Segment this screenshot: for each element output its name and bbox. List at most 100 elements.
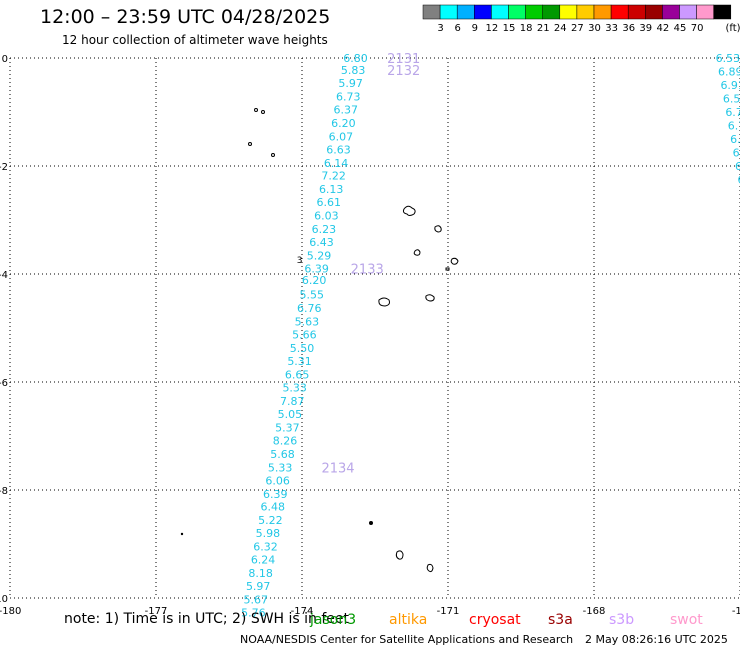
island-dot	[180, 532, 184, 536]
wave-height-label: 6.23	[312, 223, 337, 236]
wave-height-label: 5.33	[268, 461, 293, 474]
footer-agency: NOAA/NESDIS Center for Satellite Applica…	[240, 633, 574, 646]
wave-height-label: 5.55	[299, 289, 324, 302]
y-tick-label: -4	[0, 270, 8, 281]
colorbar: 3 6 9 12 15 18 21 24 27 30 33 36 39 42 45 70 (ft)	[422, 4, 740, 34]
wave-height-label: 6.63	[326, 143, 351, 156]
colorbar-swatch	[679, 4, 697, 20]
wave-height-label: 5.37	[275, 421, 300, 434]
colorbar-label: 21	[537, 23, 550, 34]
island-outline	[248, 108, 459, 573]
satellite-legend-item: s3a	[548, 612, 573, 628]
colorbar-swatch	[474, 4, 492, 20]
satellite-legend-item: s3b	[609, 612, 635, 628]
wave-height-label: 6.76	[297, 302, 322, 315]
colorbar-swatch	[559, 4, 578, 20]
colorbar-swatch	[439, 4, 458, 20]
wave-height-label: 5.76	[241, 607, 266, 620]
pass-number-label: 2133	[351, 263, 384, 278]
wave-height-label: 6.03	[314, 210, 339, 223]
colorbar-swatch	[713, 4, 732, 20]
wave-height-label: 5.50	[290, 342, 315, 355]
wave-height-label: 6.20	[302, 274, 327, 287]
wave-height-label: 6.30	[735, 160, 740, 173]
colorbar-swatch	[542, 4, 561, 20]
colorbar-label: 42	[657, 23, 670, 34]
colorbar-swatch	[491, 4, 509, 20]
satellite-legend-item: jason3	[310, 612, 357, 628]
wave-height-label: 5.05	[278, 408, 303, 421]
wave-height-label: 6.71	[725, 106, 740, 119]
colorbar-swatch	[696, 4, 714, 20]
chart-labels: 6.805.83 5.97 6.736.37 6.20 6.076.636.147.22…	[241, 52, 740, 620]
wave-height-label: 5.83	[341, 64, 366, 77]
x-tick-label: -168	[583, 606, 606, 617]
colorbar-label: 33	[605, 23, 618, 34]
colorbar-label: 24	[554, 23, 567, 34]
colorbar-swatch	[456, 4, 475, 20]
wave-height-label: 6.73	[336, 90, 361, 103]
wave-height-label: 6.06	[265, 474, 290, 487]
wave-height-label: 6.14	[324, 157, 349, 170]
wave-height-label: 6.61	[317, 196, 342, 209]
colorbar-swatch	[422, 4, 441, 20]
pass-number-label: 2132	[387, 64, 420, 79]
wave-height-label: 5.97	[246, 580, 271, 593]
y-tick-label: -2	[0, 162, 8, 173]
satellite-legend-item: swot	[670, 612, 703, 628]
colorbar-label: 70	[691, 23, 704, 34]
y-tick-label: -6	[0, 378, 8, 389]
colorbar-label: 39	[639, 23, 652, 34]
colorbar-swatch	[627, 4, 646, 20]
wave-height-label: 5.33	[282, 381, 307, 394]
x-tick-label: -16	[732, 606, 740, 617]
wave-height-label: 7.87	[280, 395, 305, 408]
colorbar-label: 6	[455, 23, 461, 34]
wave-height-label: 6.91	[720, 79, 740, 92]
wave-height-label: 5.98	[256, 527, 281, 540]
satellite-legend-item: altika	[389, 612, 428, 628]
wave-height-label: 6.07	[329, 130, 354, 143]
wave-height-label: 6.43	[309, 236, 334, 249]
chart-title: 12:00 – 23:59 UTC 04/28/2025	[40, 6, 331, 28]
wave-height-label: 5.66	[292, 328, 317, 341]
colorbar-swatch	[508, 4, 526, 20]
wave-height-label: 5.31	[287, 355, 312, 368]
x-tick-label: -171	[437, 606, 460, 617]
wave-height-label: 6.37	[334, 103, 359, 116]
colorbar-label: 15	[503, 23, 516, 34]
wave-height-label: 6.77	[730, 133, 740, 146]
x-tick-label: -174	[291, 606, 314, 617]
grid: -180 -177 -174 -171 -168 -16 0 -2 -4 -6 -8 -10	[0, 54, 740, 617]
wave-height-label: 5.67	[244, 594, 269, 607]
wave-height-label: 6.80	[343, 52, 368, 65]
colorbar-swatch	[525, 4, 543, 20]
x-tick-label: -180	[0, 606, 21, 617]
wave-height-label: 6.13	[319, 183, 344, 196]
wave-height-label: 8.18	[248, 567, 273, 580]
wave-height-label: 7.22	[321, 170, 346, 183]
y-tick-label: 0	[2, 54, 8, 65]
colorbar-swatch	[593, 4, 612, 20]
pass-number-label: 2134	[321, 461, 354, 476]
colorbar-label: 27	[571, 23, 584, 34]
wave-height-label: 6.24	[251, 554, 276, 567]
wave-height-label: 6.39	[263, 488, 288, 501]
colorbar-label: 12	[486, 23, 499, 34]
colorbar-label: 36	[622, 23, 635, 34]
wave-height-label: 5.22	[258, 514, 283, 527]
y-tick-label: -10	[0, 594, 8, 605]
colorbar-swatch	[576, 4, 595, 20]
colorbar-label: 30	[588, 23, 601, 34]
colorbar-label: 3	[437, 23, 443, 34]
colorbar-swatch	[610, 4, 629, 20]
island-dot	[369, 521, 373, 525]
wave-height-label: 5.63	[295, 316, 320, 329]
wave-height-label: 6.66	[737, 174, 740, 187]
colorbar-unit: (ft)	[725, 23, 740, 34]
map-annotation: 3	[297, 256, 303, 266]
wave-height-label: 6.48	[261, 501, 286, 514]
x-tick-label: -177	[145, 606, 168, 617]
wave-height-label: 6.32	[253, 541, 278, 554]
